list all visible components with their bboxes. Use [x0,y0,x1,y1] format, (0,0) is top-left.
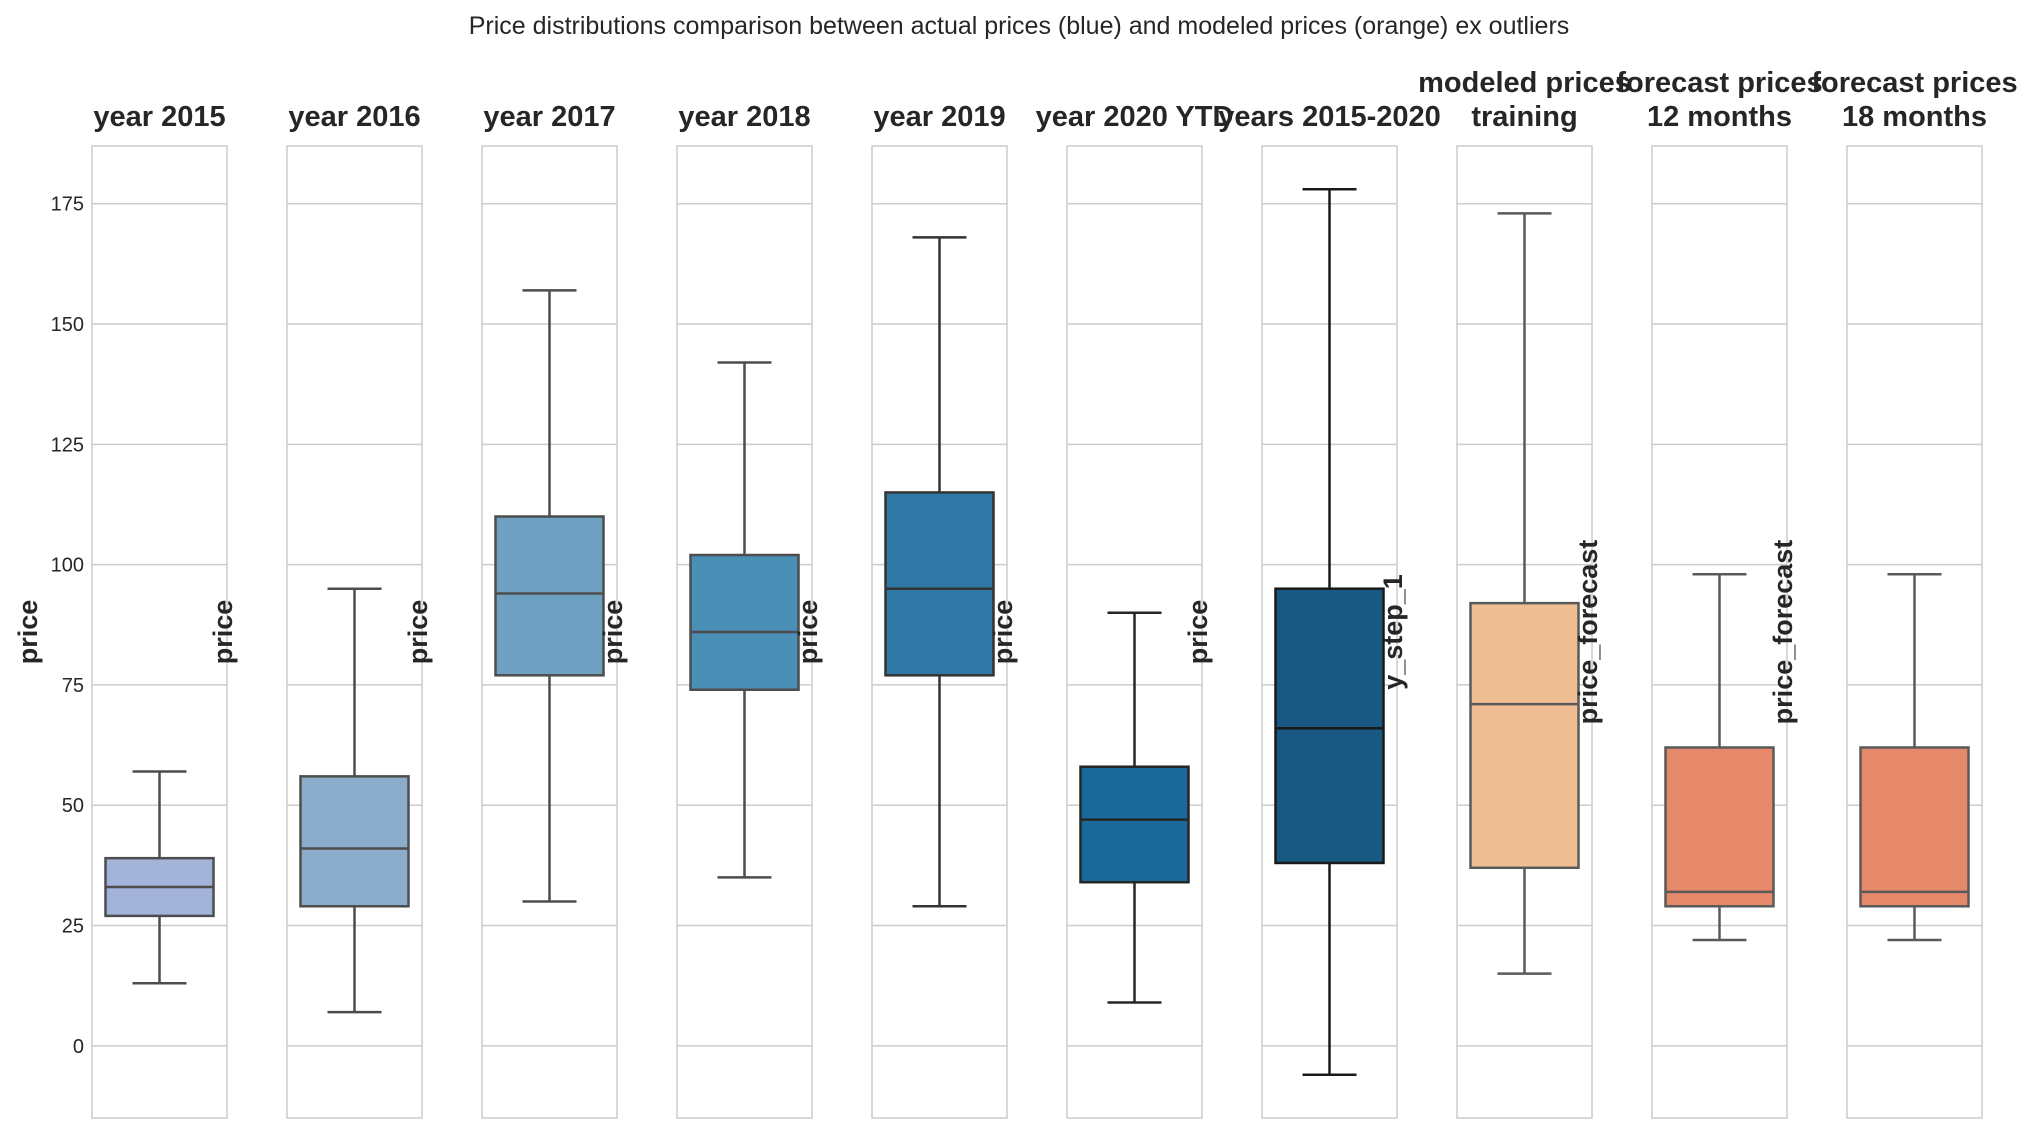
y-tick-label: 125 [51,434,84,456]
box [884,491,995,677]
y-axis-label: price [1183,600,1213,665]
box [299,775,410,908]
y-tick-label: 25 [62,916,84,938]
y-tick-label: 100 [51,555,84,577]
panel-title: forecast prices [1616,67,1822,99]
panel: price year 2016 [208,101,423,1119]
panel-title: forecast prices [1811,67,2017,99]
panel: price year 2017 [403,101,618,1119]
panel: price year 2019 [793,101,1008,1119]
panel: 0 25 50 75 100 125 150 175 price year 2015 [13,101,228,1119]
panel-title: year 2016 [288,101,420,133]
panel-title: modeled prices [1418,67,1631,99]
y-axis-label: y_step_1 [1378,574,1408,690]
box [1079,765,1190,884]
box [689,553,800,691]
chart-title: Price distributions comparison between a… [469,12,1570,40]
y-axis-label: price [793,600,823,665]
box [1664,746,1775,908]
panel-title: 12 months [1647,101,1792,133]
y-tick-label: 0 [73,1036,84,1058]
panel-title: year 2017 [483,101,615,133]
chart-panels: 0 25 50 75 100 125 150 175 price year 2015 price ye… [13,67,2018,1119]
panel-title: year 2015 [93,101,225,133]
panel-title: 18 months [1842,101,1987,133]
box [1469,601,1580,870]
box [494,515,605,677]
y-axis-label: price [208,600,238,665]
y-axis-label: price [598,600,628,665]
panel: price year 2020 YTD [988,101,1234,1119]
y-tick-label: 150 [51,314,84,336]
y-axis-label: price [988,600,1018,665]
panel: price years 2015-2020 [1183,101,1441,1119]
panel-title: years 2015-2020 [1218,101,1441,133]
panel: price year 2018 [598,101,813,1119]
panel-title: year 2018 [678,101,810,133]
y-tick-label: 175 [51,194,84,216]
y-axis-label: price_forecast [1573,540,1603,725]
y-tick-label: 75 [62,675,84,697]
panel-title: year 2020 YTD [1036,101,1234,133]
box [1859,746,1970,908]
box [1274,587,1385,865]
y-tick-label: 50 [62,795,84,817]
panel-title: training [1471,101,1577,133]
y-axis-label: price [13,600,43,665]
y-axis-label: price [403,600,433,665]
panel-title: year 2019 [873,101,1005,133]
y-axis-label: price_forecast [1768,540,1798,725]
